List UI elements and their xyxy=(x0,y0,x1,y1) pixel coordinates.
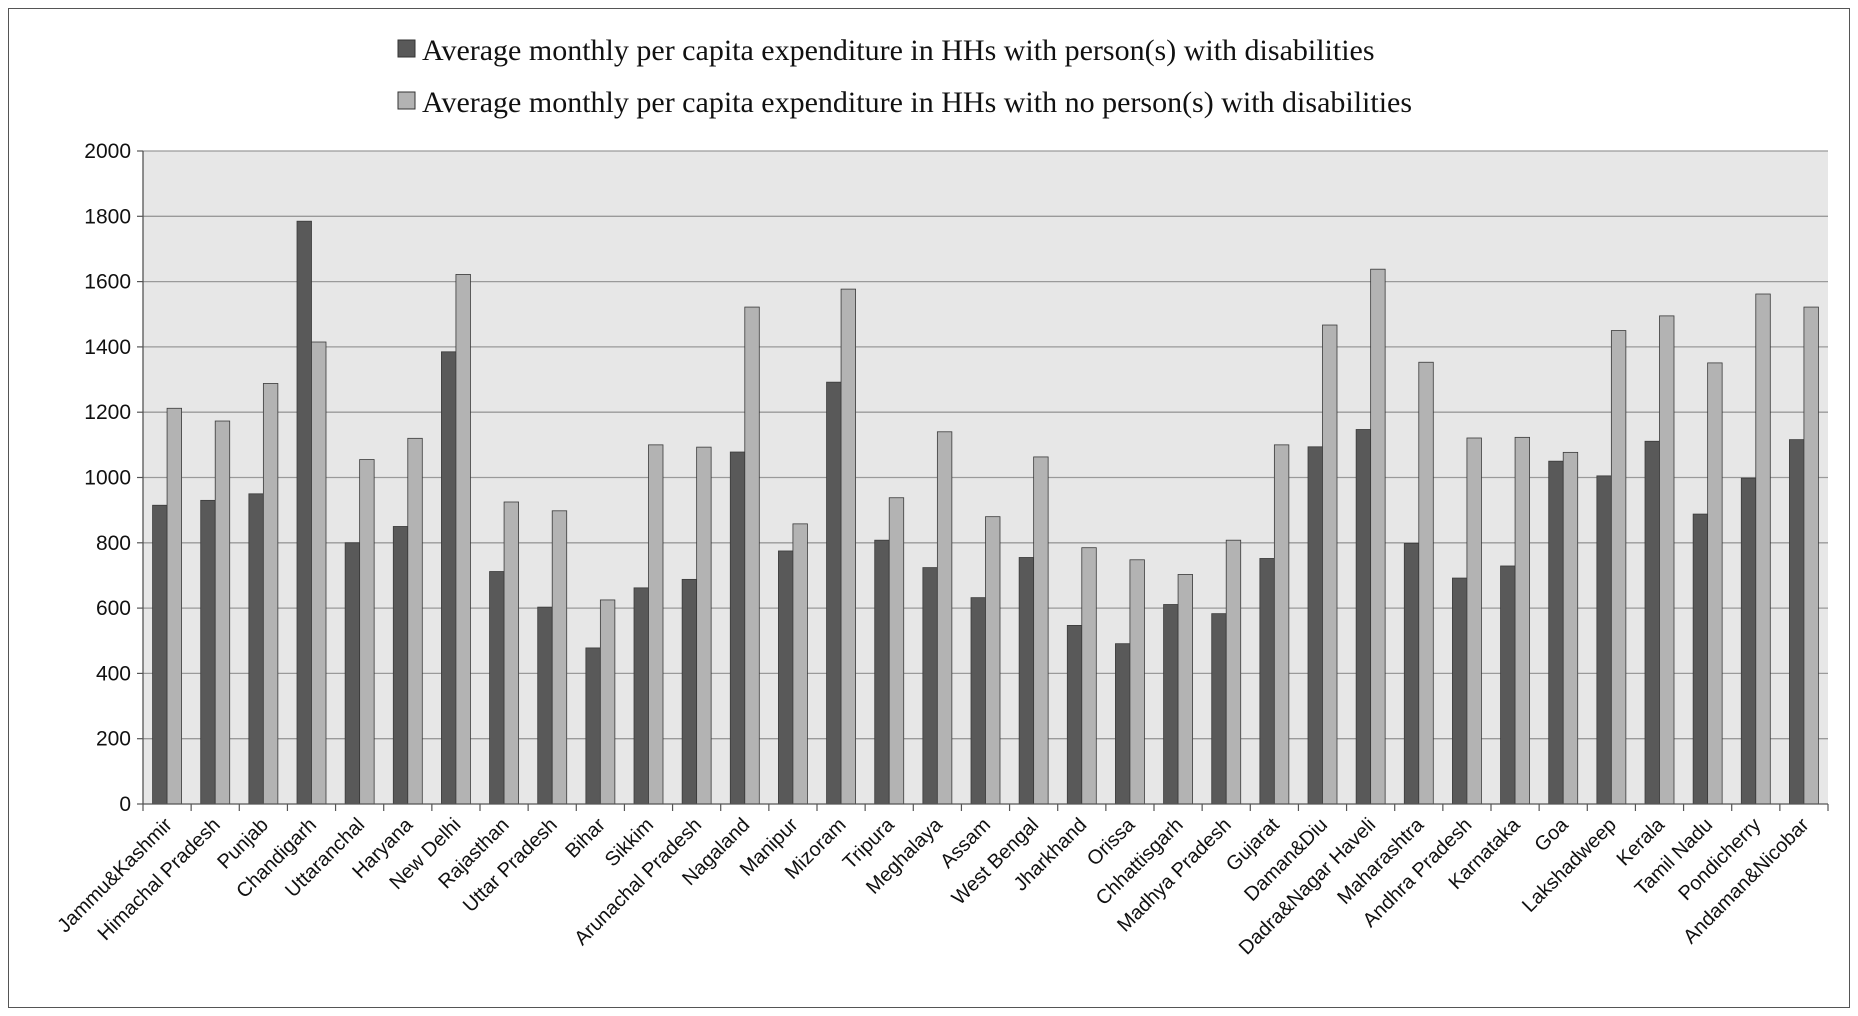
bar-with-disabilities xyxy=(1596,475,1612,805)
bar-no-disabilities xyxy=(1033,456,1049,805)
bar-with-disabilities xyxy=(1740,477,1757,805)
legend-swatch-with-disabilities xyxy=(397,39,416,58)
bar-no-disabilities xyxy=(551,510,568,805)
bar-with-disabilities xyxy=(922,567,938,805)
bar-with-disabilities xyxy=(970,597,986,805)
x-tick-label: Goa xyxy=(1530,813,1573,856)
bar-with-disabilities xyxy=(1452,577,1468,805)
bar-no-disabilities xyxy=(1273,444,1290,805)
bar-no-disabilities xyxy=(985,516,1001,805)
bar-no-disabilities xyxy=(648,444,664,805)
y-tick-label: 2000 xyxy=(84,140,131,163)
bar-with-disabilities xyxy=(1789,439,1805,805)
bar-with-disabilities xyxy=(681,578,698,805)
legend-label-no-disabilities: Average monthly per capita expenditure i… xyxy=(422,86,1412,119)
bar-with-disabilities xyxy=(1644,440,1660,805)
bar-no-disabilities xyxy=(1322,324,1338,805)
bar-no-disabilities xyxy=(1225,539,1242,805)
bar-with-disabilities xyxy=(585,647,601,805)
y-tick-label: 1400 xyxy=(84,336,131,359)
bar-no-disabilities xyxy=(1755,293,1771,805)
bar-with-disabilities xyxy=(344,542,361,805)
y-tick-label: 200 xyxy=(96,728,131,751)
bar-with-disabilities xyxy=(1115,643,1131,805)
y-tick-label: 400 xyxy=(96,662,131,685)
bar-with-disabilities xyxy=(248,493,264,805)
bar-with-disabilities xyxy=(1018,557,1035,805)
bar-with-disabilities xyxy=(489,571,505,805)
legend: Average monthly per capita expenditure i… xyxy=(397,34,1412,119)
bar-with-disabilities xyxy=(633,587,649,805)
bar-with-disabilities xyxy=(1500,565,1516,805)
bar-with-disabilities xyxy=(1355,429,1372,805)
bar-with-disabilities xyxy=(537,606,553,805)
bar-no-disabilities xyxy=(936,431,953,805)
bar-with-disabilities xyxy=(200,499,216,805)
bar-no-disabilities xyxy=(888,497,905,805)
bar-no-disabilities xyxy=(1562,451,1579,805)
bar-no-disabilities xyxy=(1177,574,1193,805)
y-tick-label: 1600 xyxy=(84,271,131,294)
bar-with-disabilities xyxy=(1692,513,1709,805)
bar-no-disabilities xyxy=(599,599,616,805)
legend-label-with-disabilities: Average monthly per capita expenditure i… xyxy=(422,34,1375,67)
bar-no-disabilities xyxy=(262,383,279,805)
bar-with-disabilities xyxy=(296,220,312,805)
bar-no-disabilities xyxy=(744,306,760,805)
bar-no-disabilities xyxy=(1514,436,1530,805)
bar-no-disabilities xyxy=(311,341,327,805)
bar-with-disabilities xyxy=(1403,543,1420,805)
bar-no-disabilities xyxy=(407,437,423,805)
bar-with-disabilities xyxy=(778,550,794,805)
bar-no-disabilities xyxy=(792,523,808,805)
bar-no-disabilities xyxy=(1466,437,1482,805)
bar-with-disabilities xyxy=(152,504,168,805)
y-tick-label: 1000 xyxy=(84,467,131,490)
bar-with-disabilities xyxy=(826,381,842,805)
y-tick-label: 1800 xyxy=(84,205,131,228)
bar-no-disabilities xyxy=(1610,330,1627,805)
y-tick-label: 800 xyxy=(96,532,131,555)
bar-with-disabilities xyxy=(1163,604,1179,805)
bar-with-disabilities xyxy=(1259,558,1275,805)
bar-with-disabilities xyxy=(729,451,746,805)
bar-no-disabilities xyxy=(359,459,375,805)
bar-no-disabilities xyxy=(1418,361,1434,805)
legend-item-no-disabilities: Average monthly per capita expenditure i… xyxy=(397,86,1412,119)
bar-with-disabilities xyxy=(1066,625,1083,805)
legend-swatch-no-disabilities xyxy=(397,91,416,110)
bar-with-disabilities xyxy=(874,539,890,805)
bar-no-disabilities xyxy=(214,420,231,805)
bar-no-disabilities xyxy=(840,288,856,805)
y-tick-label: 1200 xyxy=(84,401,131,424)
bar-no-disabilities xyxy=(1707,362,1723,805)
bar-with-disabilities xyxy=(1307,446,1323,805)
bar-no-disabilities xyxy=(455,274,471,805)
bar-no-disabilities xyxy=(696,446,712,805)
y-tick-label: 0 xyxy=(119,793,131,816)
bar-with-disabilities xyxy=(1548,460,1564,805)
bar-no-disabilities xyxy=(1659,315,1675,805)
bar-no-disabilities xyxy=(503,501,519,805)
bar-no-disabilities xyxy=(166,407,182,805)
plot-area: 0200400600800100012001400160018002000Jam… xyxy=(53,140,1829,959)
bar-with-disabilities xyxy=(392,526,409,805)
bar-with-disabilities xyxy=(1211,613,1227,805)
bar-with-disabilities xyxy=(441,351,457,805)
bar-no-disabilities xyxy=(1803,306,1819,805)
bar-no-disabilities xyxy=(1370,268,1386,805)
y-tick-label: 600 xyxy=(96,597,131,620)
bar-no-disabilities xyxy=(1081,547,1097,805)
legend-item-with-disabilities: Average monthly per capita expenditure i… xyxy=(397,34,1375,67)
bar-no-disabilities xyxy=(1129,559,1145,805)
